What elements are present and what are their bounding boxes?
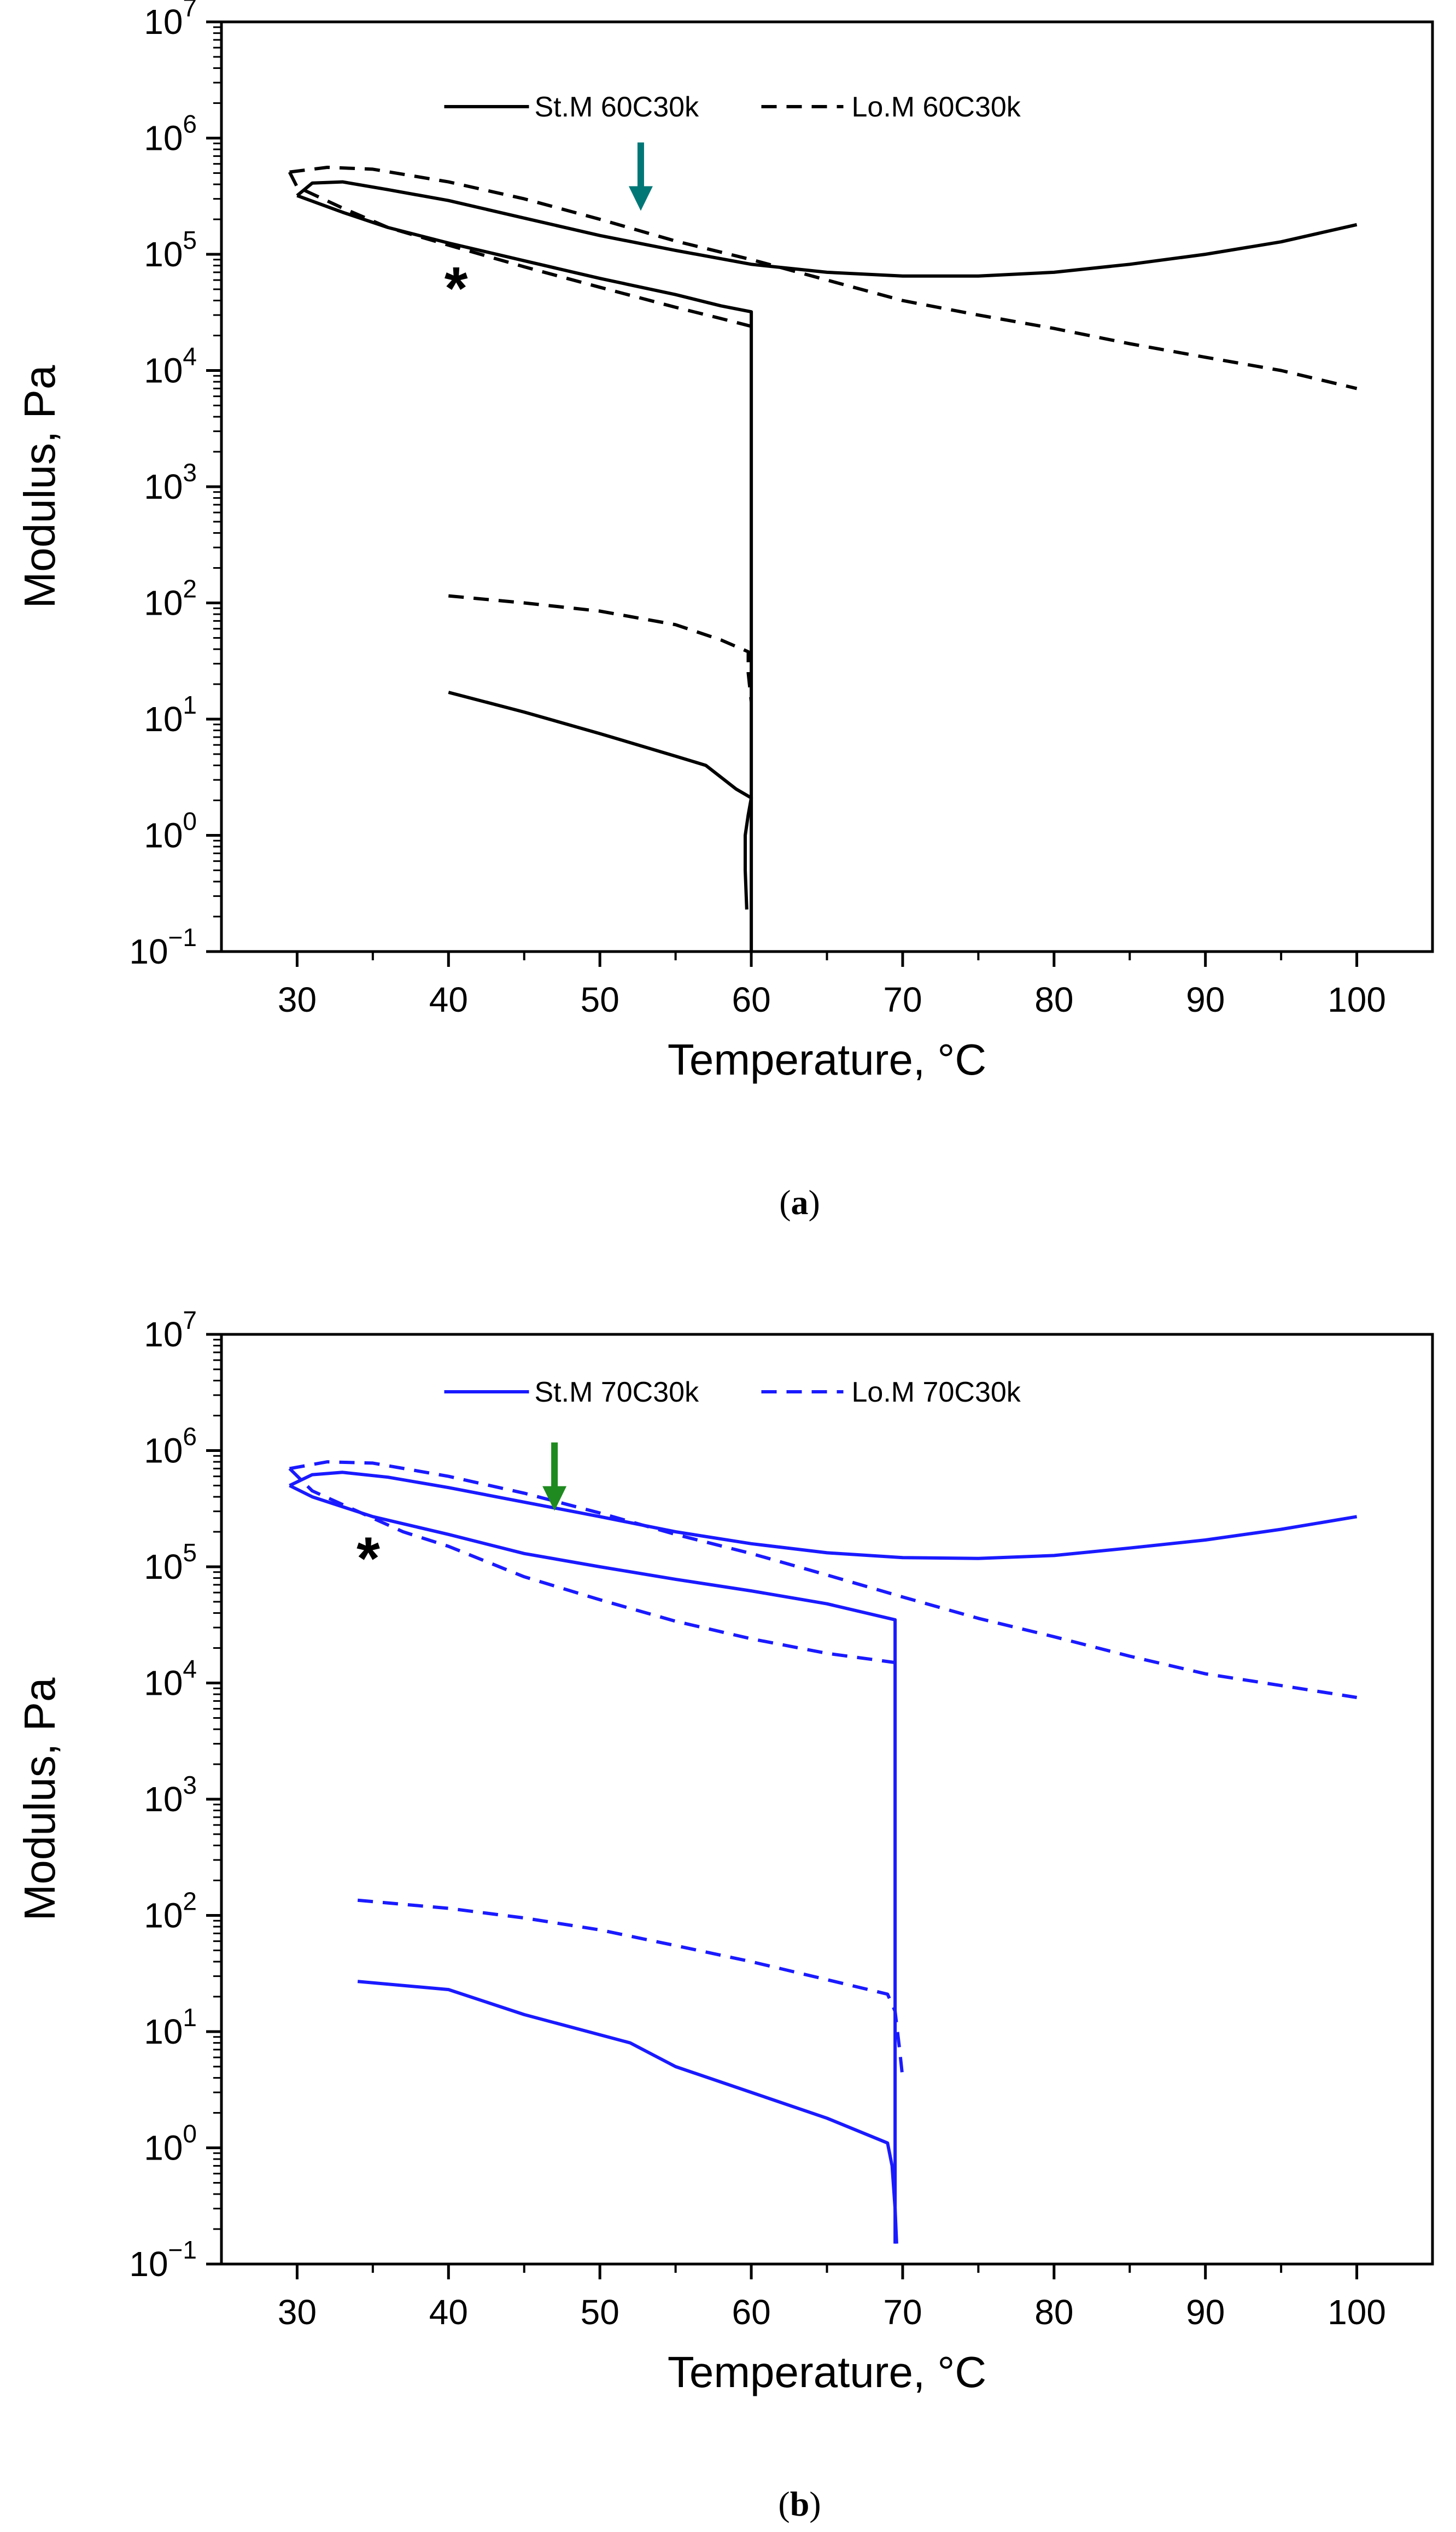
plot-frame-b [220, 1333, 1434, 2266]
legend-a: St.M 60C30k Lo.M 60C30k [444, 91, 1021, 123]
y-axis-title: Modulus, Pa [15, 365, 64, 608]
y-tick-label: 104 [144, 1655, 197, 1703]
series-line [448, 691, 753, 910]
y-tick-label: 107 [144, 0, 197, 42]
series-line [357, 1980, 898, 2244]
y-tick-label: 107 [144, 1306, 197, 1354]
chart-b: 30 40 50 60 70 80 90 100 10−1 100 101 102 103 104 105 1… [15, 1306, 1434, 2523]
y-tick-label: 10−1 [129, 2236, 197, 2284]
arrow-head [628, 186, 653, 211]
series-line [448, 594, 753, 703]
axis-ticks-b: 30 40 50 60 70 80 90 100 10−1 100 101 102 103 104 105 1… [129, 1306, 1386, 2332]
panel-caption-b: (b) [778, 2484, 821, 2523]
x-tick-label: 50 [581, 2292, 619, 2332]
legend-label-lo-m: Lo.M 70C30k [852, 1376, 1021, 1408]
y-tick-label: 102 [144, 575, 197, 623]
x-tick-label: 70 [883, 2292, 922, 2332]
axes-frame [220, 20, 1434, 953]
chart-a: 30 40 50 60 70 80 90 100 10−1 100 101 102 103 104 105 1… [15, 0, 1434, 1222]
y-tick-label: 10−1 [129, 923, 197, 971]
series-layer-b [288, 1460, 1358, 2244]
x-tick-label: 40 [429, 2292, 468, 2332]
series-line [289, 1460, 1358, 1699]
series-line [296, 180, 1358, 278]
x-tick-label: 90 [1186, 980, 1225, 1019]
y-axis-title: Modulus, Pa [15, 1677, 64, 1921]
x-tick-label: 100 [1328, 2292, 1386, 2332]
y-tick-label: 103 [144, 458, 197, 506]
series-line [289, 1484, 897, 2244]
series-line [288, 1467, 896, 1665]
y-tick-label: 102 [144, 1887, 197, 1935]
y-tick-label: 106 [144, 1422, 197, 1471]
y-tick-label: 105 [144, 1538, 197, 1586]
asterisk-annotation: * [445, 255, 468, 322]
series-line [296, 194, 753, 952]
x-tick-label: 60 [732, 980, 770, 1019]
axis-ticks-a: 30 40 50 60 70 80 90 100 10−1 100 101 102 103 104 105 1… [129, 0, 1386, 1019]
series-line [289, 1471, 1358, 1560]
x-axis-title: Temperature, °C [668, 1035, 986, 1084]
legend-label-st-m: St.M 70C30k [535, 1376, 700, 1408]
legend-b: St.M 70C30k Lo.M 70C30k [444, 1376, 1021, 1408]
x-tick-label: 40 [429, 980, 468, 1019]
x-tick-label: 90 [1186, 2292, 1225, 2332]
x-tick-label: 30 [278, 980, 317, 1019]
asterisk-annotation: * [356, 1525, 380, 1592]
x-tick-label: 60 [732, 2292, 770, 2332]
y-tick-label: 104 [144, 342, 197, 390]
series-line [289, 166, 1358, 390]
x-tick-label: 100 [1328, 980, 1386, 1019]
x-tick-label: 70 [883, 980, 922, 1019]
y-tick-label: 105 [144, 226, 197, 274]
x-tick-label: 80 [1034, 2292, 1073, 2332]
plot-frame-a [220, 20, 1434, 953]
legend-label-lo-m: Lo.M 60C30k [852, 91, 1021, 123]
x-tick-label: 80 [1034, 980, 1073, 1019]
panel-caption-a: (a) [779, 1183, 820, 1222]
series-layer-a [288, 166, 1358, 952]
series-line [288, 171, 752, 328]
y-tick-label: 103 [144, 1771, 197, 1819]
x-tick-label: 50 [581, 980, 619, 1019]
y-tick-label: 106 [144, 110, 197, 158]
y-tick-label: 100 [144, 807, 197, 855]
legend-label-st-m: St.M 60C30k [535, 91, 700, 123]
y-tick-label: 101 [144, 2003, 197, 2051]
axes-frame [220, 1333, 1434, 2266]
arrow-head [542, 1486, 567, 1511]
y-tick-label: 100 [144, 2120, 197, 2168]
x-axis-title: Temperature, °C [668, 2348, 986, 2396]
y-tick-label: 101 [144, 691, 197, 739]
x-tick-label: 30 [278, 2292, 317, 2332]
